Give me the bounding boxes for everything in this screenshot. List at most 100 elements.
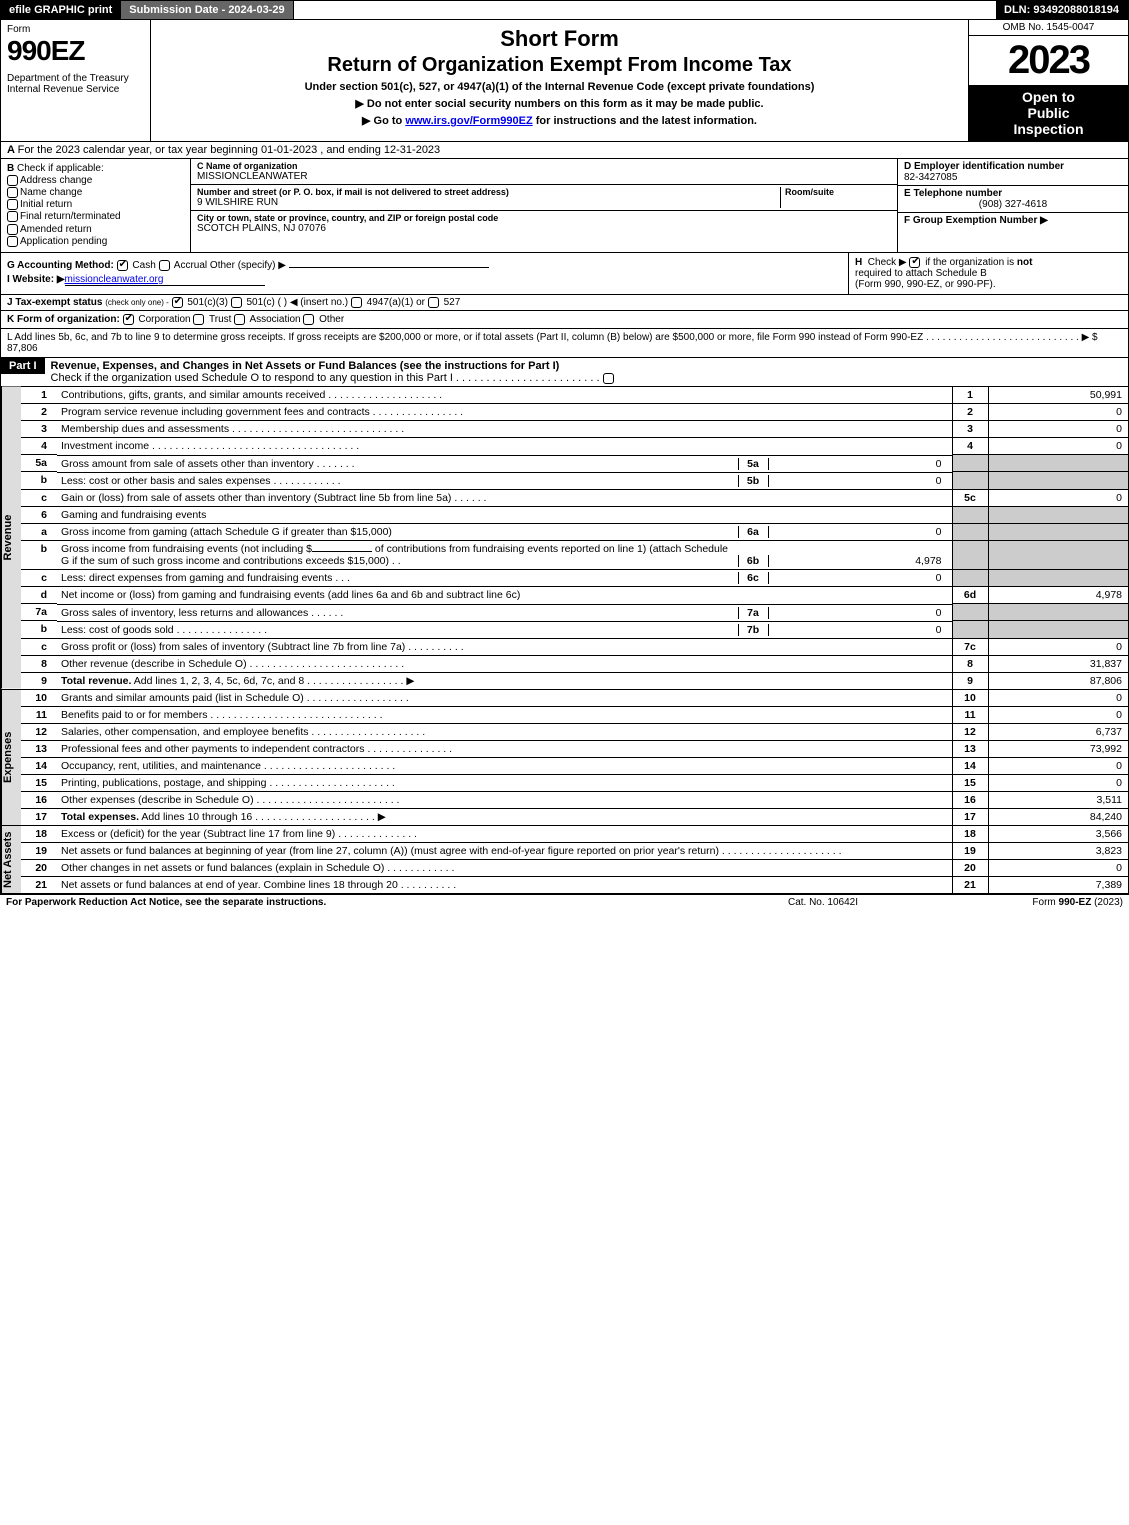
l13-num: 13 [952,740,988,757]
g-other-blank[interactable] [289,267,489,268]
chk-501c[interactable] [231,297,242,308]
line-18: 18Excess or (deficit) for the year (Subt… [21,826,1128,843]
expenses-table: 10Grants and similar amounts paid (list … [21,690,1128,825]
j-501c: 501(c) ( ) ◀ (insert no.) [246,297,348,308]
department: Department of the Treasury Internal Reve… [7,73,144,95]
opt-initial: Initial return [20,199,72,210]
chk-4947[interactable] [351,297,362,308]
l2-desc: Program service revenue including govern… [61,406,370,418]
l2-num: 2 [952,404,988,421]
l11-desc: Benefits paid to or for members [61,709,207,721]
line-21: 21Net assets or fund balances at end of … [21,876,1128,893]
l21-val: 7,389 [988,876,1128,893]
l1-desc: Contributions, gifts, grants, and simila… [61,389,325,401]
l3-desc: Membership dues and assessments [61,423,229,435]
l19-num: 19 [952,842,988,859]
l6b-iv: 4,978 [768,555,948,567]
line-2: 2 Program service revenue including gover… [21,404,1128,421]
line-5c: cGain or (loss) from sale of assets othe… [21,489,1128,506]
chk-application-pending[interactable]: Application pending [7,236,184,247]
chk-corp[interactable] [123,314,134,325]
chk-assoc[interactable] [234,314,245,325]
line-6b: bGross income from fundraising events (n… [21,540,1128,569]
i-label: I Website: ▶ [7,274,65,285]
submission-date: Submission Date - 2024-03-29 [121,1,293,19]
l8-desc: Other revenue (describe in Schedule O) [61,658,247,670]
line-12: 12Salaries, other compensation, and empl… [21,723,1128,740]
line-13: 13 Professional fees and other payments t… [21,740,1128,757]
chk-initial-return[interactable]: Initial return [7,199,184,210]
chk-527[interactable] [428,297,439,308]
open-to-public: Open to Public Inspection [969,85,1128,141]
tax-year: 2023 [969,36,1128,85]
opt-amended: Amended return [20,224,92,235]
j-label: J Tax-exempt status [7,297,102,308]
l8-num: 8 [952,655,988,672]
l12-val: 6,737 [988,723,1128,740]
line-6: 6Gaming and fundraising events [21,506,1128,523]
chk-h[interactable] [909,257,920,268]
goto-post: for instructions and the latest informat… [533,115,757,127]
l15-desc: Printing, publications, postage, and shi… [61,777,266,789]
website-link[interactable]: missioncleanwater.org [65,274,265,286]
line-11: 11Benefits paid to or for members . . . … [21,706,1128,723]
l5c-num: 5c [952,489,988,506]
line-16: 16Other expenses (describe in Schedule O… [21,791,1128,808]
chk-cash[interactable] [117,260,128,271]
footer-form-pre: Form [1032,897,1058,908]
l7a-desc: Gross sales of inventory, less returns a… [61,607,308,619]
netassets-table: 18Excess or (deficit) for the year (Subt… [21,826,1128,893]
l15-num: 15 [952,774,988,791]
l6b-blank [312,551,372,552]
chk-schedule-o[interactable] [603,373,614,384]
l21-desc: Net assets or fund balances at end of ye… [61,879,398,891]
col-c: C Name of organization MISSIONCLEANWATER… [191,159,898,252]
irs-link[interactable]: www.irs.gov/Form990EZ [405,115,532,127]
l16-num: 16 [952,791,988,808]
d-label: D Employer identification number [904,161,1064,172]
efile-print-label[interactable]: efile GRAPHIC print [1,1,121,19]
l17-arrow: ▶ [378,811,386,823]
chk-trust[interactable] [193,314,204,325]
line-9: 9Total revenue. Add lines 1, 2, 3, 4, 5c… [21,672,1128,689]
org-street: 9 WILSHIRE RUN [197,197,776,208]
l10-num: 10 [952,690,988,707]
goto-pre: ▶ Go to [362,115,405,127]
g-label: G Accounting Method: [7,260,114,271]
f-label: F Group Exemption Number ▶ [904,215,1048,226]
chk-other-org[interactable] [303,314,314,325]
chk-name-change[interactable]: Name change [7,187,184,198]
chk-501c3[interactable] [172,297,183,308]
l19-val: 3,823 [988,842,1128,859]
l5b-iv: 0 [768,475,948,487]
expenses-section: Expenses 10Grants and similar amounts pa… [0,690,1129,826]
omb-number: OMB No. 1545-0047 [969,20,1128,36]
l13-val: 73,992 [988,740,1128,757]
f-group: F Group Exemption Number ▶ [898,213,1128,228]
l4-num: 4 [952,438,988,455]
l13-desc: Professional fees and other payments to … [61,743,365,755]
g-other: Other (specify) ▶ [210,260,286,271]
e-phone: E Telephone number(908) 327-4618 [898,186,1128,213]
chk-address-change[interactable]: Address change [7,175,184,186]
line-7a: 7aGross sales of inventory, less returns… [21,604,1128,621]
line-6d: dNet income or (loss) from gaming and fu… [21,587,1128,604]
footer-right: Form 990-EZ (2023) [923,897,1123,908]
l6c-desc: Less: direct expenses from gaming and fu… [61,572,332,584]
chk-final-return[interactable]: Final return/terminated [7,211,184,222]
l6a-iv: 0 [768,526,948,538]
j-527: 527 [444,297,461,308]
l10-val: 0 [988,690,1128,707]
chk-amended-return[interactable]: Amended return [7,224,184,235]
chk-accrual[interactable] [159,260,170,271]
line-5a: 5aGross amount from sale of assets other… [21,455,1128,472]
i-website: I Website: ▶missioncleanwater.org [7,274,842,286]
l6b-desc1: Gross income from fundraising events (no… [61,543,312,555]
k-assoc: Association [249,314,300,325]
l19-desc: Net assets or fund balances at beginning… [61,845,719,857]
k-label: K Form of organization: [7,314,120,325]
h-box: H Check ▶ if the organization is not req… [848,253,1128,294]
k-corp: Corporation [138,314,190,325]
l-arrow: ▶ $ [1082,332,1098,343]
l6d-desc: Net income or (loss) from gaming and fun… [61,589,520,601]
